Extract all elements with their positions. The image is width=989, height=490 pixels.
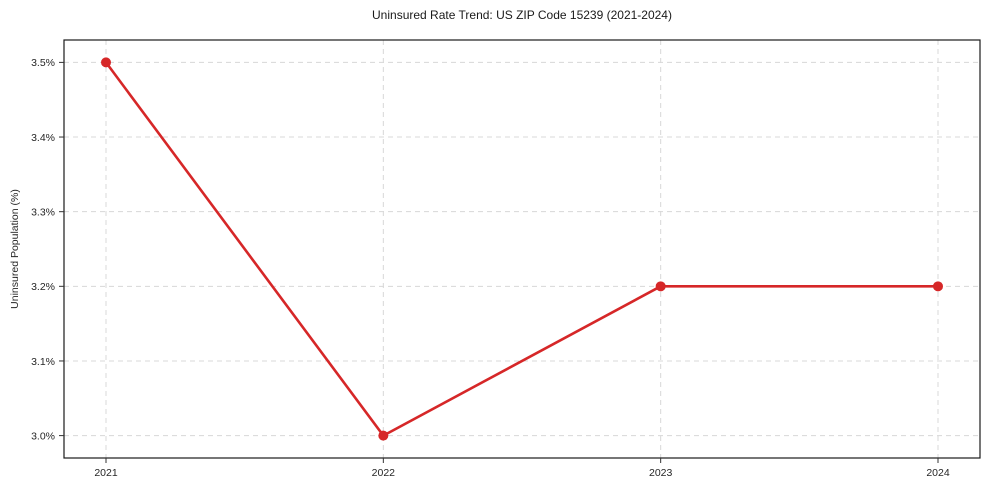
data-point [378, 430, 389, 441]
data-point [655, 281, 666, 292]
y-tick-label: 3.3% [31, 206, 55, 218]
x-tick-label: 2022 [372, 467, 396, 479]
chart-title: Uninsured Rate Trend: US ZIP Code 15239 … [372, 8, 672, 22]
y-tick-label: 3.2% [31, 281, 55, 293]
x-tick-label: 2024 [926, 467, 950, 479]
x-tick-label: 2023 [649, 467, 673, 479]
data-point [933, 281, 943, 292]
series-line [104, 61, 940, 437]
y-tick-label: 3.0% [31, 430, 55, 442]
y-tick-label: 3.4% [31, 132, 55, 144]
y-tick-label: 3.5% [31, 57, 55, 69]
plot-frame [63, 39, 981, 459]
y-tick-label: 3.1% [31, 356, 55, 368]
data-point [101, 57, 111, 68]
x-tick-label: 2021 [94, 467, 118, 479]
y-axis-label: Uninsured Population (%) [9, 189, 21, 309]
